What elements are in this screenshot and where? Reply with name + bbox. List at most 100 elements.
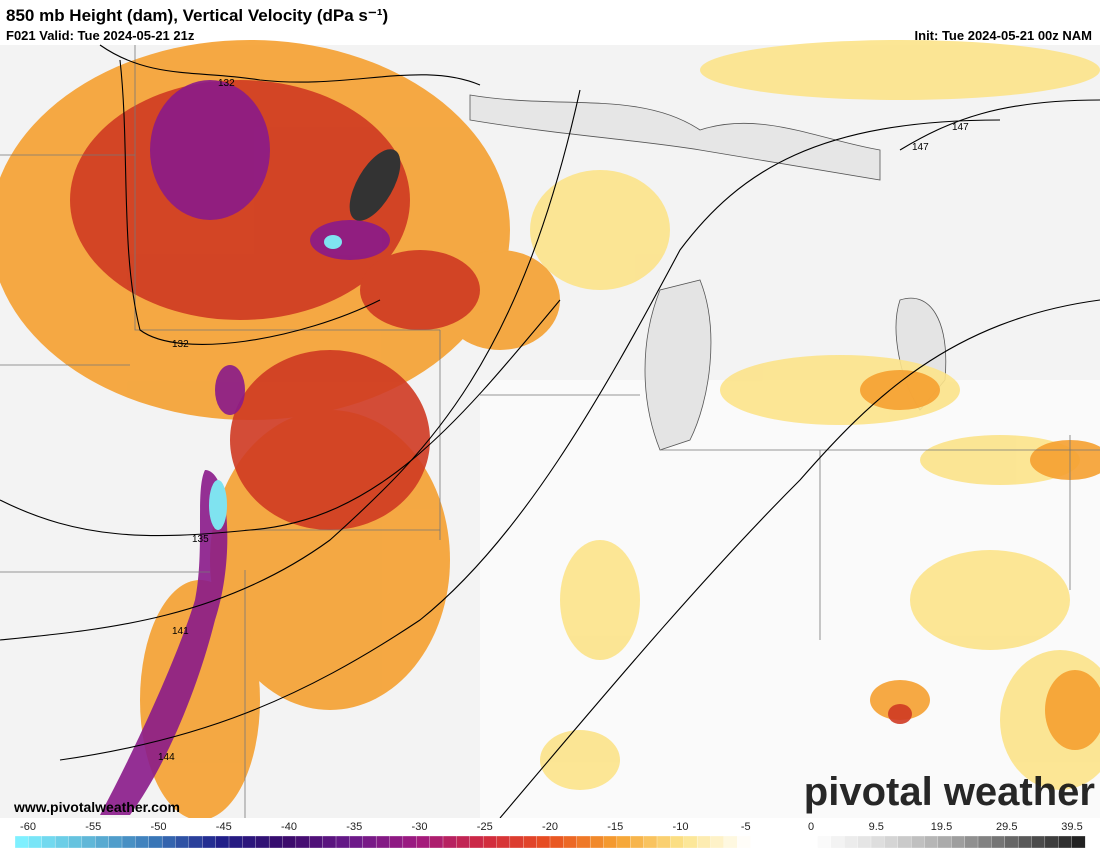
colorbar-cell (844, 835, 859, 849)
colorbar-cell (616, 835, 631, 849)
colorbar-cell (1071, 835, 1086, 849)
colorbar-cell (442, 835, 457, 849)
website: www.pivotalweather.com (13, 799, 180, 815)
colorbar-cell (41, 835, 56, 849)
colorbar-cell (416, 835, 431, 849)
title: 850 mb Height (dam), Vertical Velocity (… (6, 6, 388, 25)
colorbar-cell (482, 835, 497, 849)
colorbar-cell (335, 835, 350, 849)
colorbar-cell (389, 835, 404, 849)
colorbar-tick-label: 9.5 (869, 821, 884, 833)
colorbar-cell (349, 835, 364, 849)
colorbar-cell (897, 835, 912, 849)
colorbar-cell (683, 835, 698, 849)
colorbar-cell (630, 835, 645, 849)
colorbar-cell (95, 835, 110, 849)
colorbar-cell (28, 835, 43, 849)
colorbar-tick-label: -45 (216, 821, 232, 833)
contour-label: 135 (192, 534, 209, 545)
colorbar-tick-label: 29.5 (996, 821, 1017, 833)
colorbar-cell (1031, 835, 1046, 849)
colorbar-tick-label: -25 (477, 821, 493, 833)
colorbar-cell (429, 835, 444, 849)
colorbar-cell (14, 835, 29, 849)
contour-label: 147 (912, 142, 929, 153)
colorbar-cell (563, 835, 578, 849)
colorbar-cell (456, 835, 471, 849)
colorbar-cell (188, 835, 203, 849)
colorbar-cell (523, 835, 538, 849)
colorbar-cell (469, 835, 484, 849)
colorbar-cell (81, 835, 96, 849)
colorbar-cell (643, 835, 658, 849)
contour-label: 141 (172, 626, 189, 637)
colorbar-cell (884, 835, 899, 849)
colorbar-cell (603, 835, 618, 849)
colorbar-cell (937, 835, 952, 849)
colorbar-tick-label: -40 (281, 821, 297, 833)
colorbar-cell (656, 835, 671, 849)
colorbar-cell (830, 835, 845, 849)
colorbar-tick-label: -10 (673, 821, 689, 833)
colorbar-cell (509, 835, 524, 849)
colorbar-cell (803, 835, 818, 849)
colorbar-cell (1044, 835, 1059, 849)
colorbar-cell (777, 835, 792, 849)
colorbar-cell (255, 835, 270, 849)
colorbar-tick-label: -15 (607, 821, 623, 833)
colorbar-cell (362, 835, 377, 849)
colorbar-tick-label: 39.5 (1061, 821, 1082, 833)
colorbar-cell (309, 835, 324, 849)
colorbar-cell (375, 835, 390, 849)
colorbar-tick-label: -20 (542, 821, 558, 833)
colorbar-cell (215, 835, 230, 849)
colorbar-cell (750, 835, 765, 849)
colorbar-cell (135, 835, 150, 849)
colorbar-tick-label: -60 (20, 821, 36, 833)
watermark: pivotal weather (804, 770, 1095, 814)
colorbar-tick-label: -55 (85, 821, 101, 833)
colorbar-cell (228, 835, 243, 849)
colorbar-cell (977, 835, 992, 849)
colorbar-cell (202, 835, 217, 849)
colorbar-cell (857, 835, 872, 849)
colorbar-cell (121, 835, 136, 849)
colorbar-cell (322, 835, 337, 849)
colorbar-cell (951, 835, 966, 849)
contour-label: 132 (218, 78, 235, 89)
colorbar-cell (1058, 835, 1073, 849)
colorbar-cell (991, 835, 1006, 849)
colorbar-cell (54, 835, 69, 849)
colorbar-cell (1017, 835, 1032, 849)
colorbar-cell (549, 835, 564, 849)
colorbar-cell (763, 835, 778, 849)
colorbar-cell (670, 835, 685, 849)
colorbar-cell (282, 835, 297, 849)
contour-label: 132 (172, 339, 189, 350)
colorbar-tick-label: 0 (808, 821, 814, 833)
colorbar-cell (924, 835, 939, 849)
colorbar-tick-label: -35 (346, 821, 362, 833)
colorbar-cell (402, 835, 417, 849)
colorbar-cell (964, 835, 979, 849)
colorbar-cell (790, 835, 805, 849)
colorbar-cell (723, 835, 738, 849)
colorbar-cell (870, 835, 885, 849)
colorbar-cell (148, 835, 163, 849)
colorbar-cell (1004, 835, 1019, 849)
colorbar-cell (496, 835, 511, 849)
colorbar-cell (268, 835, 283, 849)
colorbar-tick-label: -50 (151, 821, 167, 833)
colorbar-cell (589, 835, 604, 849)
colorbar-cell (161, 835, 176, 849)
colorbar-tick-label: -5 (741, 821, 751, 833)
colorbar-cell (737, 835, 752, 849)
contour-label: 144 (158, 752, 175, 763)
colorbar-cell (536, 835, 551, 849)
colorbar-cell (242, 835, 257, 849)
colorbar-cell (576, 835, 591, 849)
colorbar: -60 -55 -50 -45 -40 -35 -30 -25 -20 -15 -10 -5 0 9.5 1… (14, 821, 1086, 849)
colorbar-cell (108, 835, 123, 849)
contour-label: 147 (952, 122, 969, 133)
